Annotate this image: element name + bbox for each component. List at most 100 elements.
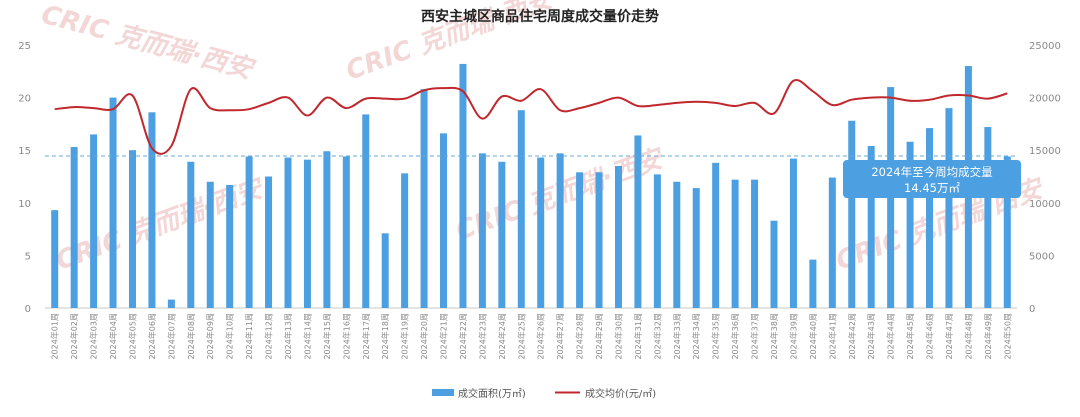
x-tick-label: 2024年44周 [886,313,896,360]
x-tick-label: 2024年20周 [419,313,429,360]
x-tick-label: 2024年19周 [400,313,410,360]
y-left-tick-label: 5 [25,251,31,262]
x-tick-label: 2024年34周 [691,313,701,360]
bar [401,173,409,308]
bar [673,181,681,308]
bar [984,127,992,308]
bar [848,120,856,308]
bar [245,156,253,308]
x-tick-label: 2024年30周 [613,313,623,360]
x-tick-label: 2024年33周 [672,313,682,360]
bar [634,135,642,308]
bar [226,184,234,308]
legend-swatch-bar [432,389,454,396]
legend-label-bar: 成交面积(万㎡) [458,387,526,400]
x-tick-label: 2024年40周 [808,313,818,360]
bar [284,157,292,308]
bar [517,110,525,308]
bar [265,176,273,308]
bar [926,128,934,308]
x-tick-label: 2024年02周 [69,313,79,360]
x-tick-label: 2024年39周 [788,313,798,360]
bar [498,161,506,308]
y-right-tick-label: 10000 [1029,199,1061,210]
x-tick-label: 2024年16周 [341,313,351,360]
x-tick-label: 2024年11周 [244,313,254,360]
x-tick-label: 2024年06周 [147,313,157,360]
x-tick-label: 2024年13周 [283,313,293,360]
bar [51,210,59,308]
x-tick-label: 2024年41周 [827,313,837,360]
bar [614,165,622,308]
bar [712,162,720,308]
bar [828,177,836,308]
watermark-text: CRIC 克而瑞·西安 [38,0,258,86]
x-tick-label: 2024年09周 [205,313,215,360]
bar [323,151,331,308]
x-tick-label: 2024年08周 [186,313,196,360]
x-tick-label: 2024年43周 [866,313,876,360]
y-right-tick-label: 0 [1029,304,1035,315]
x-tick-label: 2024年47周 [944,313,954,360]
y-left-tick-label: 25 [18,41,31,52]
x-tick-label: 2024年48周 [963,313,973,360]
x-tick-label: 2024年27周 [555,313,565,360]
x-tick-label: 2024年28周 [575,313,585,360]
bar [809,259,817,308]
bar [206,181,214,308]
x-tick-label: 2024年29周 [594,313,604,360]
bar [167,299,175,308]
annotation-line2: 14.45万㎡ [904,181,960,195]
x-tick-label: 2024年15周 [322,313,332,360]
x-tick-label: 2024年22周 [458,313,468,360]
bar [381,233,389,308]
y-right-tick-label: 20000 [1029,94,1061,105]
x-tick-label: 2024年36周 [730,313,740,360]
y-left-tick-label: 20 [18,94,31,105]
x-tick-label: 2024年37周 [750,313,760,360]
x-tick-label: 2024年25周 [516,313,526,360]
legend: 成交面积(万㎡) 成交均价(元/㎡) [432,387,656,400]
bar [537,157,545,308]
x-tick-label: 2024年26周 [536,313,546,360]
x-tick-label: 2024年01周 [50,313,60,360]
legend-label-line: 成交均价(元/㎡) [585,387,656,400]
bar [303,159,311,308]
bar [109,97,117,308]
bar [148,112,156,308]
x-tick-label: 2024年07周 [166,313,176,360]
bar [751,179,759,308]
bar [478,153,486,308]
bar [692,188,700,308]
x-tick-label: 2024年21周 [439,313,449,360]
y-right-tick-label: 15000 [1029,146,1061,157]
line-series [54,79,1008,155]
bar [362,114,370,308]
bar [731,179,739,308]
x-tick-label: 2024年32周 [652,313,662,360]
x-tick-label: 2024年14周 [302,313,312,360]
bar [70,147,78,308]
x-tick-label: 2024年31周 [633,313,643,360]
bar [440,133,448,308]
x-tick-label: 2024年04周 [108,313,118,360]
bar [867,145,875,308]
x-tick-label: 2024年45周 [905,313,915,360]
bar [342,156,350,308]
bar [945,108,953,309]
y-left-tick-label: 15 [18,146,31,157]
bar [556,153,564,308]
bar [770,220,778,308]
x-tick-label: 2024年35周 [711,313,721,360]
x-tick-label: 2024年05周 [127,313,137,360]
x-tick-label: 2024年03周 [89,313,99,360]
bar [789,158,797,308]
bar [187,161,195,308]
bar [90,134,98,308]
price-line [54,79,1008,155]
x-tick-label: 2024年10周 [225,313,235,360]
bar [128,150,136,308]
x-tick-label: 2024年49周 [983,313,993,360]
y-right-tick-label: 25000 [1029,41,1061,52]
